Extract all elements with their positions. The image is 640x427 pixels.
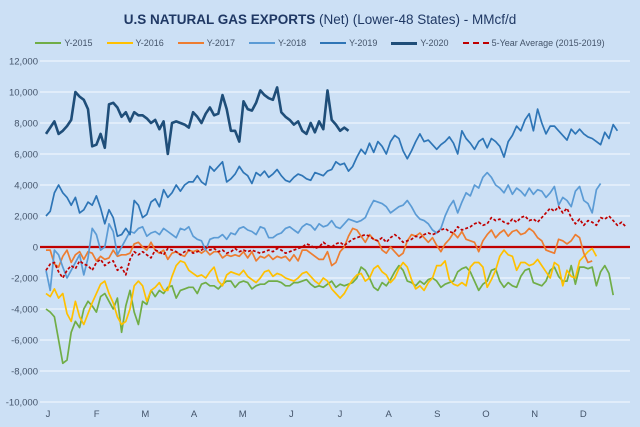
- x-tick-label: A: [385, 409, 392, 420]
- x-tick-label: J: [338, 409, 343, 420]
- legend-label: Y-2018: [277, 38, 307, 48]
- legend-swatch: [177, 42, 204, 44]
- x-tick-label: M: [141, 409, 149, 420]
- series-line-y-2017: [46, 227, 593, 268]
- x-tick-label: O: [482, 409, 489, 420]
- y-tick-label: 10,000: [9, 88, 38, 99]
- y-tick-label: -4,000: [11, 305, 38, 316]
- chart-title-rest: (Net) (Lower-48 States) - MMcf/d: [315, 12, 517, 27]
- legend: Y-2015 Y-2016 Y-2017 Y-2018 Y-2019 Y-2020 5-Ye…: [0, 38, 640, 48]
- y-tick-label: 2,000: [14, 212, 38, 223]
- x-tick-label: N: [531, 409, 538, 420]
- series-line-y-2019: [45, 108, 619, 238]
- legend-item: 5-Year Average (2015-2019): [462, 38, 605, 48]
- legend-swatch: [462, 42, 489, 44]
- x-tick-label: J: [46, 409, 51, 420]
- y-tick-label: 12,000: [9, 57, 38, 68]
- x-tick-label: J: [289, 409, 294, 420]
- y-tick-label: -6,000: [11, 336, 38, 347]
- legend-item: Y-2017: [177, 38, 235, 48]
- y-tick-label: 6,000: [14, 150, 38, 161]
- legend-swatch: [391, 41, 418, 45]
- legend-swatch: [248, 42, 275, 44]
- legend-label: Y-2016: [135, 38, 164, 48]
- chart-title: U.S NATURAL GAS EXPORTS (Net) (Lower-48 …: [0, 12, 640, 27]
- legend-item: Y-2015: [35, 38, 93, 48]
- legend-item: Y-2020: [391, 38, 449, 48]
- x-tick-label: F: [94, 409, 100, 420]
- x-tick-label: S: [434, 409, 440, 420]
- series-line-y-2020: [44, 86, 350, 156]
- x-tick-label: D: [580, 409, 587, 420]
- legend-label: Y-2020: [420, 38, 449, 48]
- series-line-y-2018: [45, 171, 602, 292]
- x-tick-label: A: [191, 409, 198, 420]
- y-tick-label: -8,000: [11, 367, 38, 378]
- y-tick-label: 0: [33, 243, 38, 254]
- y-tick-label: 4,000: [14, 181, 38, 192]
- legend-swatch: [106, 42, 133, 44]
- y-tick-label: 8,000: [14, 119, 38, 130]
- x-tick-label: M: [239, 409, 247, 420]
- y-tick-label: -2,000: [11, 274, 38, 285]
- series-line-y-2015: [45, 264, 615, 365]
- legend-label: Y-2017: [206, 38, 235, 48]
- series-line-y-2016: [45, 247, 598, 326]
- chart-title-bold: U.S NATURAL GAS EXPORTS: [123, 12, 316, 27]
- legend-item: Y-2016: [106, 38, 164, 48]
- legend-item: Y-2019: [320, 38, 377, 48]
- legend-label: Y-2015: [64, 38, 93, 48]
- legend-item: Y-2018: [248, 38, 307, 48]
- legend-swatch: [35, 42, 62, 44]
- legend-swatch: [320, 42, 347, 44]
- y-tick-label: -10,000: [6, 398, 38, 409]
- legend-label: Y-2019: [349, 38, 378, 48]
- series-line-5-year-average-2015-2019: [45, 205, 627, 279]
- legend-label: 5-Year Average (2015-2019): [491, 38, 605, 48]
